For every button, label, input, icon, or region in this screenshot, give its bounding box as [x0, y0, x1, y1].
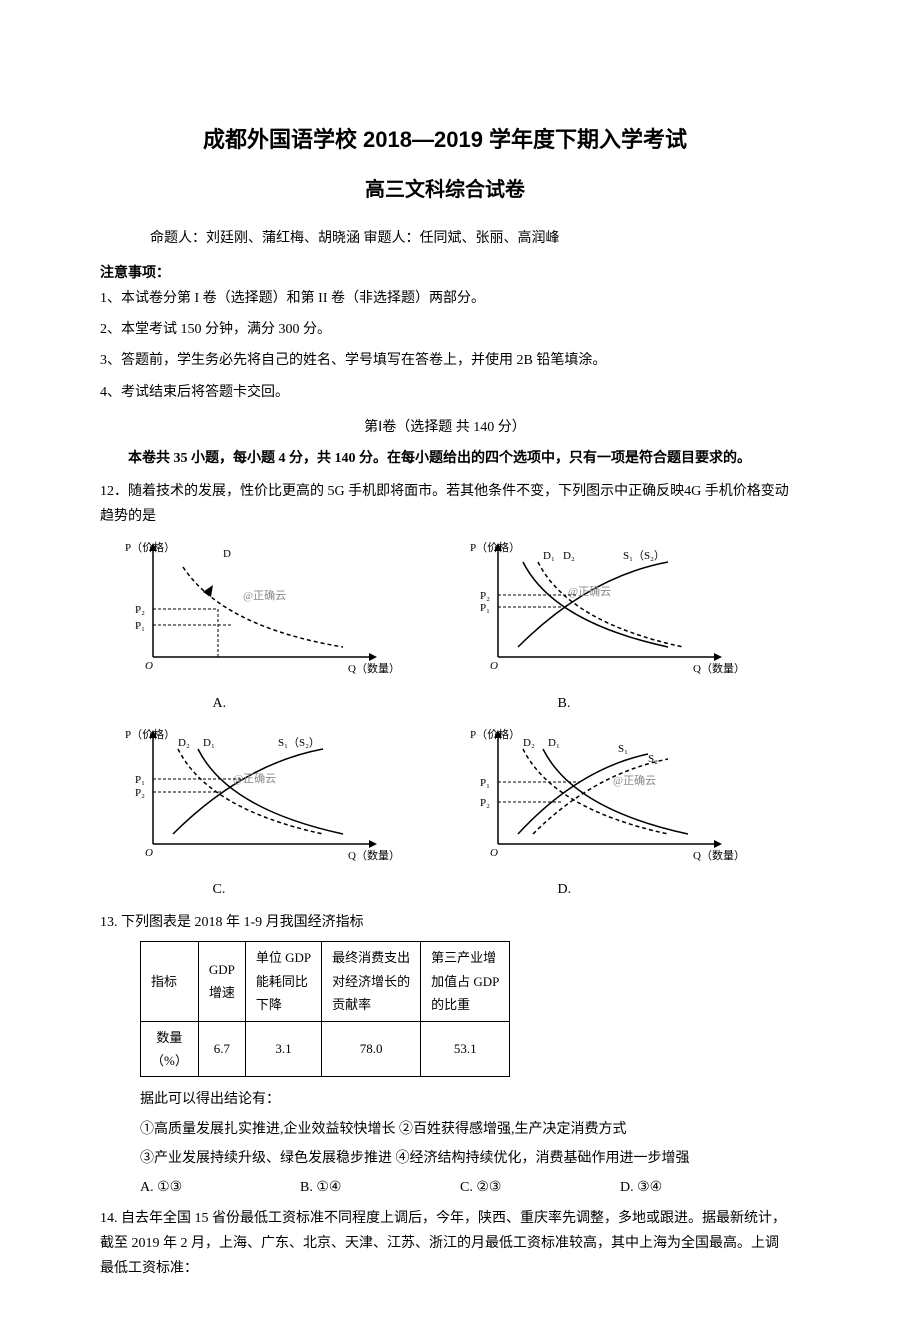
p2-label: P₂ [480, 797, 490, 809]
axis-x-label: Q（数量） [348, 849, 400, 862]
chart-a-svg: P（价格） Q（数量） D @正确云 P₂ P₁ O [123, 537, 423, 677]
watermark: @正确云 [613, 774, 656, 787]
q13-choices: A. ①③ B. ①④ C. ②③ D. ③④ [100, 1175, 790, 1200]
choice-a: A. ①③ [140, 1175, 300, 1200]
axis-y-label: P（价格） [125, 727, 175, 741]
val-3: 53.1 [421, 1021, 510, 1077]
question-14: 14. 自去年全国 15 省份最低工资标准不同程度上调后，今年，陕西、重庆率先调… [100, 1206, 790, 1282]
p1-label: P₁ [135, 774, 145, 786]
d1-label: D₁ [203, 737, 215, 749]
choice-b: B. ①④ [300, 1175, 460, 1200]
svg-text:O: O [490, 660, 498, 672]
chart-c: P（价格） Q（数量） D₂ D₁ S₁（S₂） @正确云 P₁ P₂ O C. [123, 724, 423, 902]
q13-table: 指标 GDP 增速 单位 GDP 能耗同比 下降 最终消费支出 对经济增长的 贡… [140, 941, 510, 1077]
table-data-row: 数量 （%） 6.7 3.1 78.0 53.1 [141, 1021, 510, 1077]
val-2: 78.0 [322, 1021, 421, 1077]
p1-label: P₁ [480, 602, 490, 614]
th-1: GDP 增速 [198, 942, 245, 1021]
choice-d: D. ③④ [620, 1175, 780, 1200]
chart-c-label: C. [213, 877, 423, 902]
watermark: @正确云 [568, 585, 611, 598]
d1-label: D₁ [543, 550, 555, 562]
s-label: S₁（S₂） [623, 549, 665, 562]
d2-label: D₂ [563, 550, 575, 562]
axis-x-label: Q（数量） [693, 849, 745, 862]
question-12: 12．随着技术的发展，性价比更高的 5G 手机即将面市。若其他条件不变，下列图示… [100, 479, 790, 529]
axis-y-label: P（价格） [470, 540, 520, 554]
d2-label: D₂ [178, 737, 190, 749]
notice-item-4: 4、考试结束后将答题卡交回。 [100, 380, 790, 405]
th-4: 第三产业增 加值占 GDP 的比重 [421, 942, 510, 1021]
notice-item-1: 1、本试卷分第 I 卷（选择题）和第 II 卷（非选择题）两部分。 [100, 286, 790, 311]
notice-item-2: 2、本堂考试 150 分钟，满分 300 分。 [100, 317, 790, 342]
d-label: D [223, 548, 231, 560]
svg-text:O: O [145, 660, 153, 672]
q13-opt-line-1: ①高质量发展扎实推进,企业效益较快增长 ②百姓获得感增强,生产决定消费方式 [100, 1117, 790, 1142]
chart-d: P（价格） Q（数量） D₂ D₁ S₁ S₂ @正确云 P₁ P₂ O D. [468, 724, 768, 902]
row-label: 数量 （%） [141, 1021, 199, 1077]
question-13: 13. 下列图表是 2018 年 1-9 月我国经济指标 [100, 910, 790, 935]
svg-text:O: O [145, 847, 153, 859]
charts-row-2: P（价格） Q（数量） D₂ D₁ S₁（S₂） @正确云 P₁ P₂ O C.… [100, 724, 790, 902]
watermark: @正确云 [243, 589, 286, 602]
chart-d-svg: P（价格） Q（数量） D₂ D₁ S₁ S₂ @正确云 P₁ P₂ O [468, 724, 768, 864]
axis-x-label: Q（数量） [348, 662, 400, 675]
chart-a-label: A. [213, 691, 423, 716]
th-2: 单位 GDP 能耗同比 下降 [245, 942, 321, 1021]
chart-b-label: B. [558, 691, 768, 716]
q13-opt-line-2: ③产业发展持续升级、绿色发展稳步推进 ④经济结构持续优化，消费基础作用进一步增强 [100, 1146, 790, 1171]
d2-label: D₂ [523, 737, 535, 749]
notice-title: 注意事项： [100, 261, 790, 286]
th-3: 最终消费支出 对经济增长的 贡献率 [322, 942, 421, 1021]
p1-label: P₁ [480, 777, 490, 789]
title-sub: 高三文科综合试卷 [100, 172, 790, 208]
section-1-desc: 本卷共 35 小题，每小题 4 分，共 140 分。在每小题给出的四个选项中，只… [100, 446, 790, 471]
svg-text:O: O [490, 847, 498, 859]
q13-conclusion-intro: 据此可以得出结论有： [100, 1087, 790, 1112]
chart-d-label: D. [558, 877, 768, 902]
notice-item-3: 3、答题前，学生务必先将自己的姓名、学号填写在答卷上，并使用 2B 铅笔填涂。 [100, 348, 790, 373]
th-0: 指标 [141, 942, 199, 1021]
chart-c-svg: P（价格） Q（数量） D₂ D₁ S₁（S₂） @正确云 P₁ P₂ O [123, 724, 423, 864]
s-label: S₁（S₂） [278, 736, 320, 749]
s2-label: S₂ [648, 753, 658, 765]
p2-label: P₂ [135, 787, 145, 799]
chart-b: P（价格） Q（数量） D₁ D₂ S₁（S₂） @正确云 P₂ P₁ O B. [468, 537, 768, 715]
chart-a: P（价格） Q（数量） D @正确云 P₂ P₁ O A. [123, 537, 423, 715]
authors-line: 命题人：刘廷刚、蒲红梅、胡晓涵 审题人：任同斌、张丽、高润峰 [100, 226, 790, 251]
val-1: 3.1 [245, 1021, 321, 1077]
choice-c: C. ②③ [460, 1175, 620, 1200]
p2-label: P₂ [480, 590, 490, 602]
section-1-title: 第Ⅰ卷（选择题 共 140 分） [100, 415, 790, 440]
axis-y-label: P（价格） [470, 727, 520, 741]
d1-label: D₁ [548, 737, 560, 749]
p1-label: P₁ [135, 620, 145, 632]
axis-y-label: P（价格） [125, 540, 175, 554]
val-0: 6.7 [198, 1021, 245, 1077]
charts-row-1: P（价格） Q（数量） D @正确云 P₂ P₁ O A. P（价格） Q（数量… [100, 537, 790, 715]
p2-label: P₂ [135, 604, 145, 616]
title-main: 成都外国语学校 2018—2019 学年度下期入学考试 [100, 120, 790, 160]
table-header-row: 指标 GDP 增速 单位 GDP 能耗同比 下降 最终消费支出 对经济增长的 贡… [141, 942, 510, 1021]
s1-label: S₁ [618, 743, 628, 755]
chart-b-svg: P（价格） Q（数量） D₁ D₂ S₁（S₂） @正确云 P₂ P₁ O [468, 537, 768, 677]
axis-x-label: Q（数量） [693, 662, 745, 675]
